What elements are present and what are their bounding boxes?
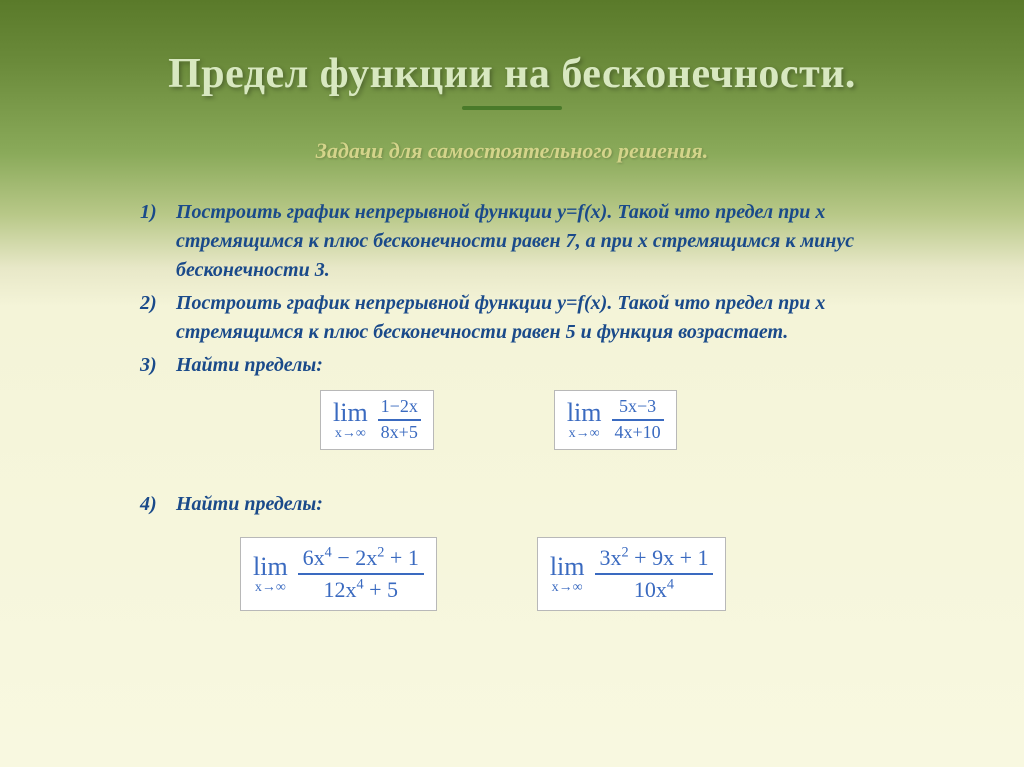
lim-label: lim <box>567 400 602 426</box>
numerator: 1−2x <box>378 397 421 419</box>
fraction: 1−2x 8x+5 <box>378 397 421 442</box>
denominator: 4x+10 <box>612 421 664 443</box>
content-area: 1) Построить график непрерывной функции … <box>0 164 1024 611</box>
title-accent <box>462 106 562 110</box>
denominator: 10x4 <box>629 575 679 602</box>
formula-box: lim x→∞ 3x2 + 9x + 1 10x4 <box>537 537 727 611</box>
task-item-4: 4) Найти пределы: <box>140 490 884 519</box>
denominator: 8x+5 <box>378 421 421 443</box>
task-text: Найти пределы: <box>176 354 323 376</box>
limit-icon: lim x→∞ <box>253 554 288 595</box>
task-text: Построить график непрерывной функции y=f… <box>176 201 854 281</box>
task-list: 1) Построить график непрерывной функции … <box>140 198 884 380</box>
lim-subscript: x→∞ <box>335 427 366 441</box>
task-number: 4) <box>140 490 157 519</box>
formula-row-2: lim x→∞ 6x4 − 2x2 + 1 12x4 + 5 lim x→∞ 3… <box>140 537 884 611</box>
limit-icon: lim x→∞ <box>550 554 585 595</box>
formula-box: lim x→∞ 6x4 − 2x2 + 1 12x4 + 5 <box>240 537 437 611</box>
task-number: 3) <box>140 351 157 380</box>
denominator: 12x4 + 5 <box>318 575 403 602</box>
task-number: 1) <box>140 198 157 227</box>
lim-subscript: x→∞ <box>255 581 286 595</box>
task-text: Найти пределы: <box>176 493 323 515</box>
slide-subtitle: Задачи для самостоятельного решения. <box>0 138 1024 164</box>
slide-title: Предел функции на бесконечности. <box>0 0 1024 98</box>
fraction: 6x4 − 2x2 + 1 12x4 + 5 <box>298 546 424 602</box>
task-item-1: 1) Построить график непрерывной функции … <box>140 198 884 285</box>
lim-label: lim <box>253 554 288 580</box>
numerator: 5x−3 <box>616 397 659 419</box>
limit-icon: lim x→∞ <box>333 400 368 441</box>
formula-box: lim x→∞ 1−2x 8x+5 <box>320 390 434 450</box>
task-number: 2) <box>140 289 157 318</box>
formula-box: lim x→∞ 5x−3 4x+10 <box>554 390 677 450</box>
limit-icon: lim x→∞ <box>567 400 602 441</box>
lim-subscript: x→∞ <box>552 581 583 595</box>
lim-label: lim <box>550 554 585 580</box>
task-list-continued: 4) Найти пределы: <box>140 490 884 519</box>
fraction: 5x−3 4x+10 <box>612 397 664 442</box>
fraction: 3x2 + 9x + 1 10x4 <box>595 546 714 602</box>
task-text: Построить график непрерывной функции y=f… <box>176 292 825 343</box>
lim-label: lim <box>333 400 368 426</box>
lim-subscript: x→∞ <box>569 427 600 441</box>
numerator: 3x2 + 9x + 1 <box>595 546 714 573</box>
task-item-3: 3) Найти пределы: <box>140 351 884 380</box>
numerator: 6x4 − 2x2 + 1 <box>298 546 424 573</box>
formula-row-1: lim x→∞ 1−2x 8x+5 lim x→∞ 5x−3 4x+10 <box>140 390 884 450</box>
task-item-2: 2) Построить график непрерывной функции … <box>140 289 884 347</box>
